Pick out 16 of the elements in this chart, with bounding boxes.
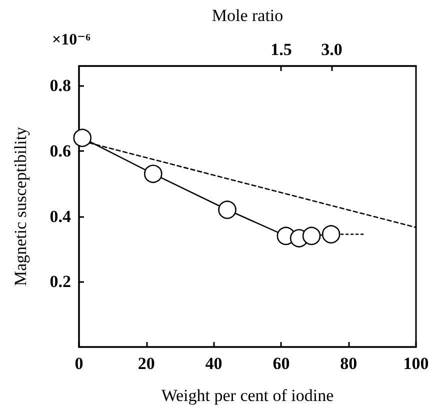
text: ×10⁻⁶ — [52, 32, 91, 48]
y-tick-label: 0.2 — [50, 272, 71, 292]
x-tick-label: 100 — [403, 354, 429, 373]
y-tick-label: 0.8 — [50, 76, 71, 96]
x2-tick-label: 3.0 — [321, 40, 342, 59]
x2-axis-title: Mole ratio — [212, 6, 284, 25]
x-tick-label: 80 — [340, 354, 358, 373]
x-tick-label: 20 — [138, 354, 155, 373]
y-tick-label: 0.4 — [50, 206, 72, 226]
x-axis-title: Weight per cent of iodine — [161, 386, 334, 405]
y-axis-title: Magnetic susceptibility — [11, 126, 30, 286]
x-tick-label: 60 — [272, 354, 290, 373]
y-tick-label: 0.6 — [50, 141, 71, 160]
x-tick-label: 40 — [205, 354, 222, 373]
x-tick-label: 0 — [74, 354, 84, 373]
x2-tick-label: 1.5 — [270, 40, 292, 59]
